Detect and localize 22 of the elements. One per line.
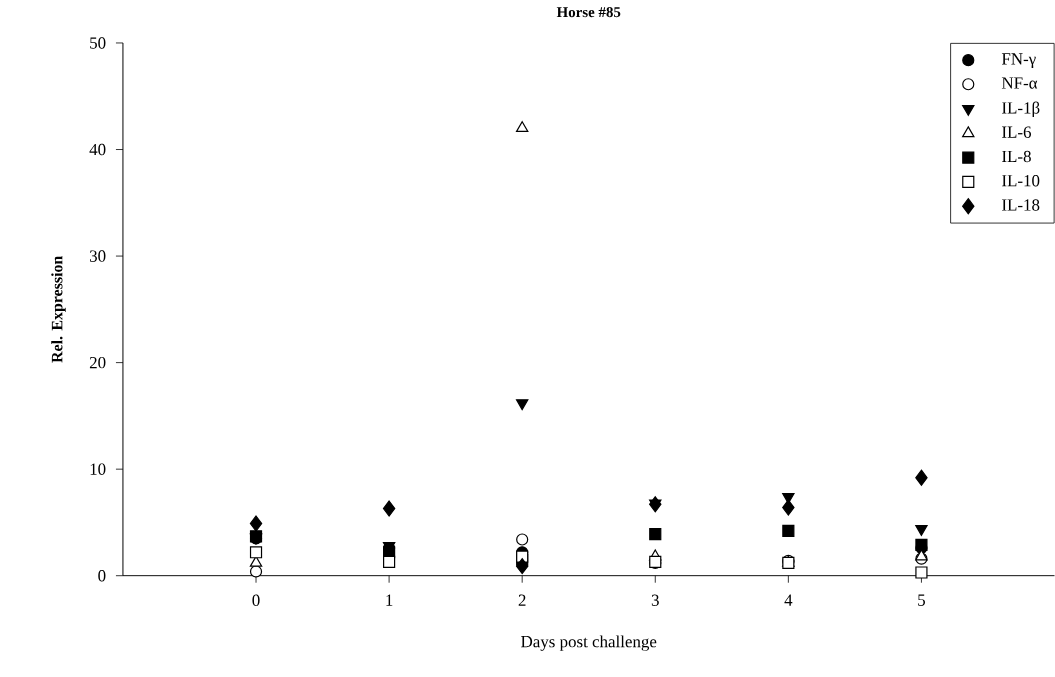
- legend-label: IL-10: [1002, 175, 1040, 187]
- y-tick-label: 0: [98, 570, 106, 582]
- x-tick-label: 4: [784, 594, 793, 606]
- legend-label: IL-18: [1002, 199, 1040, 211]
- y-axis-title: Rel. Expression: [51, 256, 66, 363]
- y-tick-label: 30: [89, 250, 106, 262]
- legend-label: IL-8: [1002, 150, 1031, 163]
- x-tick-label: 2: [518, 594, 526, 606]
- y-tick-label: 10: [90, 463, 106, 476]
- y-tick-label: 40: [89, 143, 106, 156]
- legend-label: IL-6: [1002, 126, 1032, 139]
- legend-label: NF-α: [1001, 77, 1038, 89]
- x-tick-label: 1: [386, 594, 393, 606]
- chart-title: Horse #85: [556, 7, 621, 18]
- y-tick-label: 20: [89, 357, 106, 369]
- legend-label: FN-γ: [1001, 53, 1036, 69]
- x-tick-label: 0: [252, 594, 260, 607]
- x-tick-label: 3: [651, 594, 659, 607]
- x-tick-label: 5: [918, 594, 926, 606]
- y-tick-label: 50: [90, 37, 106, 49]
- legend-label: IL-1β: [1002, 101, 1040, 118]
- x-axis-title: Days post challenge: [521, 635, 657, 652]
